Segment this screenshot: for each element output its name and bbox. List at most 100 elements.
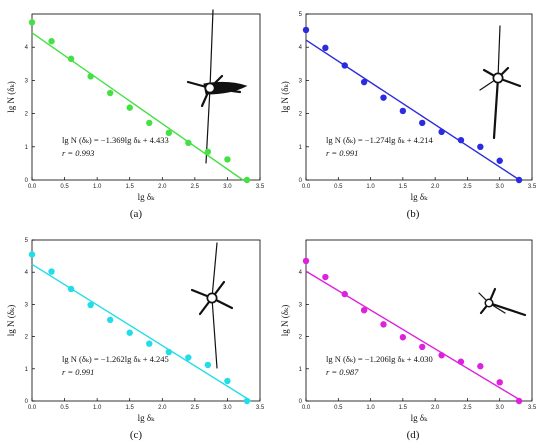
crack-image-1 xyxy=(186,9,248,164)
data-point xyxy=(341,62,348,69)
data-point xyxy=(67,55,75,63)
crack-branch xyxy=(497,25,501,79)
y-tick-label: 2 xyxy=(25,335,29,341)
x-tick-label: 0.5 xyxy=(60,405,69,411)
y-tick-label: 4 xyxy=(25,270,29,276)
correlation-r: r = 0.991 xyxy=(326,148,358,158)
y-tick-label: 2 xyxy=(299,335,303,341)
data-point xyxy=(126,104,133,111)
data-point xyxy=(322,273,329,281)
crack-hole xyxy=(206,84,214,92)
data-point xyxy=(185,354,192,361)
x-tick-label: 1.5 xyxy=(399,405,408,411)
x-tick-label: 1.0 xyxy=(93,184,102,190)
data-point xyxy=(28,19,36,26)
chart-panel-3: 0.0 0.5 1.0 1.5 2.0 2.5 3.0 3.5 0 1 2 3 4 5 lg δₖ lg N … xyxy=(6,238,265,441)
y-tick-label: 3 xyxy=(299,78,303,84)
x-tick-label: 1.5 xyxy=(126,405,135,411)
data-point xyxy=(419,119,426,127)
correlation-r: r = 0.987 xyxy=(326,367,359,377)
y-tick-label: 5 xyxy=(25,238,29,244)
plot-frame xyxy=(31,239,261,402)
y-tick-label: 5 xyxy=(299,12,303,18)
chart-panel-2: 0.0 0.5 1.0 1.5 2.0 2.5 3.0 3.5 0 1 2 3 4 5 lg δₖ lg N … xyxy=(280,12,537,220)
x-tick-label: 2.0 xyxy=(431,184,440,190)
crack-branch xyxy=(209,9,214,89)
y-tick-label: 0 xyxy=(25,178,29,184)
correlation-r: r = 0.993 xyxy=(62,148,94,158)
data-point xyxy=(496,157,503,164)
crack-hole xyxy=(208,294,216,302)
crack-image-2 xyxy=(479,25,522,140)
x-tick-label: 3.5 xyxy=(256,405,265,411)
data-point xyxy=(146,340,153,347)
y-tick-label: 0 xyxy=(25,399,29,405)
x-tick-label: 2.5 xyxy=(463,405,472,411)
data-point xyxy=(399,334,407,341)
y-tick-label: 4 xyxy=(25,45,29,51)
x-tick-label: 2.0 xyxy=(158,184,167,190)
data-point xyxy=(419,343,426,351)
y-axis-label: lg N (δₖ) xyxy=(6,305,16,337)
y-axis-label: lg N (δₖ) xyxy=(280,305,290,337)
y-tick-label: 4 xyxy=(299,45,303,51)
crack-branch xyxy=(487,301,527,317)
x-tick-label: 2.5 xyxy=(191,405,200,411)
x-tick-label: 0.5 xyxy=(334,184,343,190)
y-tick-label: 0 xyxy=(299,178,303,184)
data-point xyxy=(477,363,484,370)
x-tick-label: 3.5 xyxy=(256,184,265,190)
x-tick-label: 1.0 xyxy=(93,405,102,411)
chart-panel-1: 0.0 0.5 1.0 1.5 2.0 2.5 3.0 3.5 0 1 2 3 4 lg δₖ lg N (… xyxy=(6,9,265,220)
data-point xyxy=(87,73,94,80)
data-point xyxy=(380,94,387,101)
correlation-r: r = 0.991 xyxy=(62,367,94,377)
y-tick-label: 1 xyxy=(25,145,29,151)
data-point xyxy=(477,143,484,150)
data-point xyxy=(87,301,94,309)
y-tick-label: 4 xyxy=(299,270,303,276)
y-axis-label: lg N (δₖ) xyxy=(6,81,16,113)
x-tick-label: 3.0 xyxy=(223,184,232,190)
data-point xyxy=(438,128,445,136)
data-point xyxy=(302,26,310,34)
data-point xyxy=(341,290,348,298)
x-axis-label: lg δₖ xyxy=(411,192,428,202)
panel-label: (a) xyxy=(130,208,143,220)
x-tick-label: 3.5 xyxy=(528,405,537,411)
crack-hole xyxy=(486,300,492,306)
panel-label: (d) xyxy=(407,429,420,441)
data-point xyxy=(399,107,407,115)
data-point xyxy=(360,78,368,86)
y-tick-label: 3 xyxy=(299,302,303,308)
data-point xyxy=(146,119,153,127)
x-tick-label: 1.0 xyxy=(366,405,375,411)
x-tick-label: 0.5 xyxy=(334,405,343,411)
plot-frame xyxy=(305,13,533,181)
data-point xyxy=(515,397,523,405)
fit-line xyxy=(305,39,520,181)
crack-hole xyxy=(494,74,502,82)
y-tick-label: 3 xyxy=(25,302,29,308)
data-point xyxy=(438,352,445,359)
panel-label: (c) xyxy=(130,429,143,441)
plot-frame xyxy=(305,239,533,402)
data-point xyxy=(185,139,192,147)
fit-line xyxy=(31,263,252,402)
x-tick-label: 3.0 xyxy=(496,184,505,190)
data-point xyxy=(496,379,503,386)
data-point xyxy=(204,148,212,155)
x-tick-label: 2.0 xyxy=(431,405,440,411)
crack-image-4 xyxy=(478,287,527,317)
x-tick-label: 0.5 xyxy=(60,184,69,190)
data-point xyxy=(126,329,133,336)
x-tick-label: 0.0 xyxy=(28,184,37,190)
chart-panel-4: 0.0 0.5 1.0 1.5 2.0 2.5 3.0 3.5 0 1 2 3 4 lg δₖ lg N (… xyxy=(280,239,537,441)
data-point xyxy=(165,129,172,137)
fit-line xyxy=(305,270,523,402)
data-point xyxy=(165,348,172,356)
crack-branch xyxy=(211,297,218,369)
crack-image-3 xyxy=(190,242,234,369)
fit-equation: lg N (δₖ) = −1.206lg δₖ + 4.030 xyxy=(326,354,433,364)
